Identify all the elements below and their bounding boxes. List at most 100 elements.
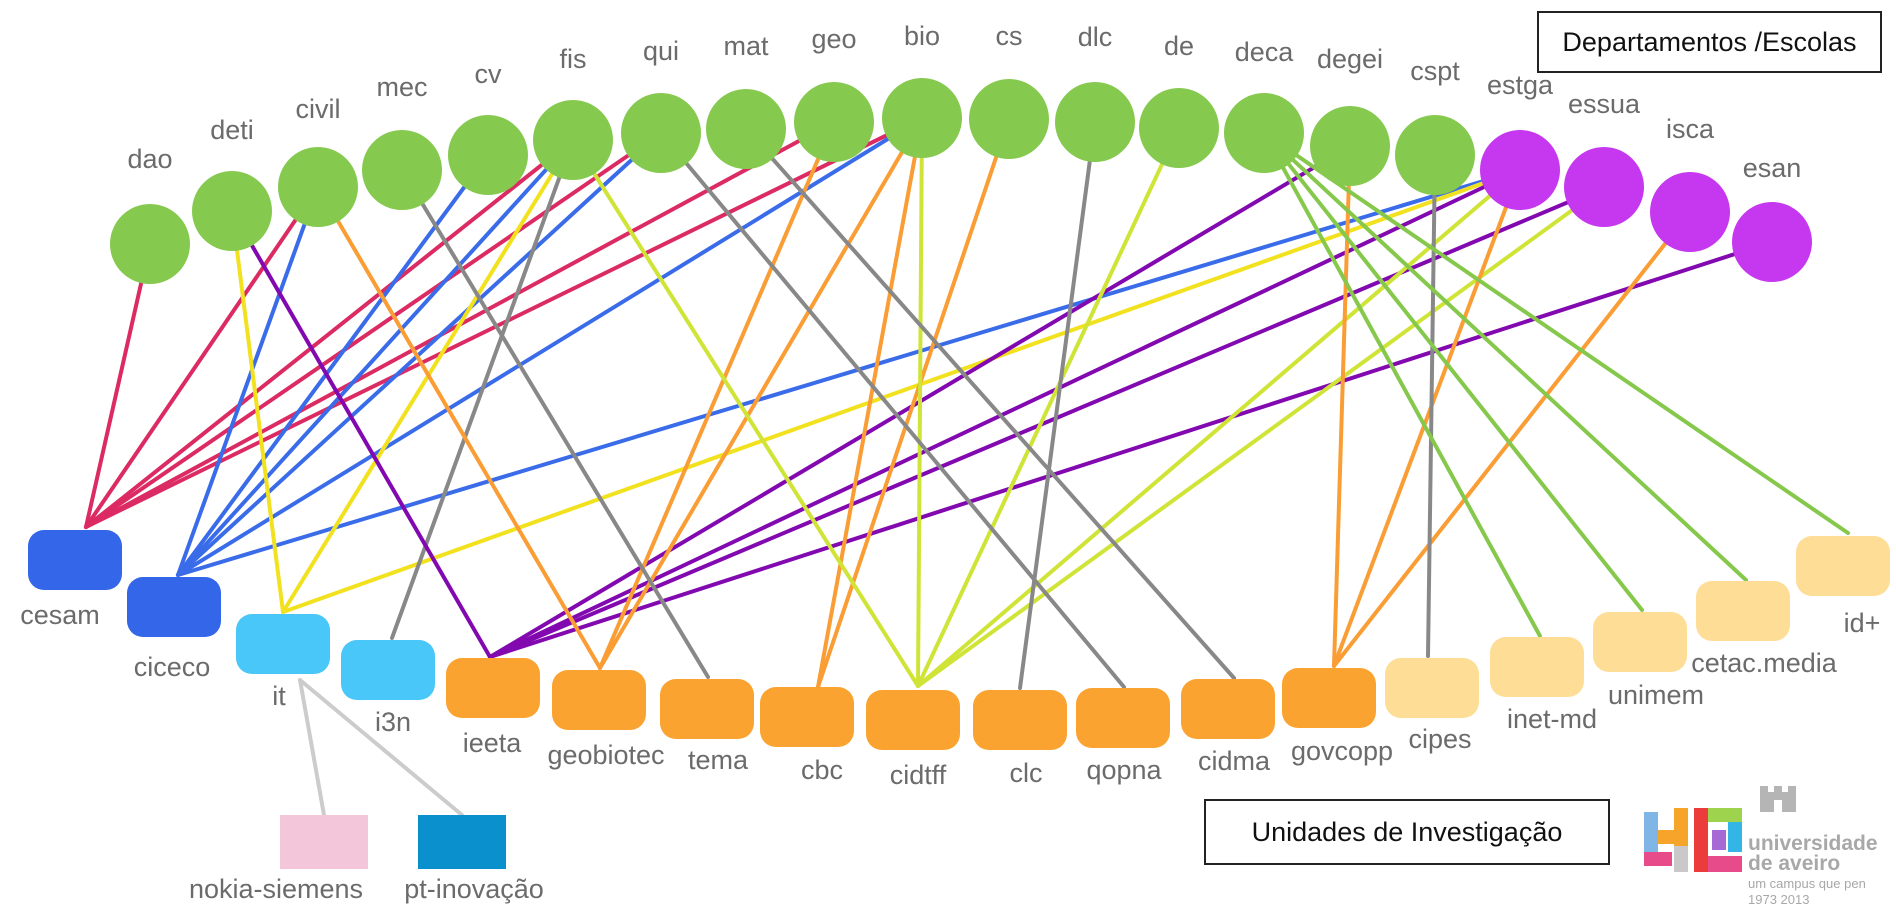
node-qui	[621, 93, 701, 173]
edge-civil-geobiotec	[316, 185, 602, 670]
node-dlc	[1055, 82, 1135, 162]
label-cspt: cspt	[1410, 56, 1460, 86]
node-cetac.media	[1696, 581, 1790, 641]
label-dlc: dlc	[1078, 22, 1113, 52]
logo-name-line2: de aveiro	[1748, 852, 1840, 875]
label-esan: esan	[1743, 153, 1802, 183]
node-civil	[278, 147, 358, 227]
edge-estga-it	[281, 168, 1522, 614]
edge-bio-cbc	[816, 116, 924, 689]
node-id+	[1796, 536, 1890, 596]
label-cipes: cipes	[1408, 724, 1471, 754]
node-ciceco	[127, 577, 221, 637]
edge-civil-cesam	[84, 185, 320, 529]
node-it	[236, 614, 330, 674]
labels-layer: dao deti civil mec cv fis qui mat geo bio cs dlc de d…	[20, 21, 1880, 904]
label-mat: mat	[723, 31, 769, 61]
label-pt-inovacao: pt-inovação	[404, 874, 544, 904]
label-civil: civil	[296, 94, 341, 124]
node-deca	[1224, 93, 1304, 173]
edge-deti-it	[230, 209, 285, 614]
node-deti	[192, 171, 272, 251]
edge-fis-ciceco	[176, 138, 575, 577]
label-mec: mec	[376, 72, 427, 102]
label-cv: cv	[475, 59, 503, 89]
edge-deca-id+	[1262, 131, 1850, 535]
label-cidma: cidma	[1198, 746, 1271, 776]
edge-qui-cesam	[84, 131, 663, 529]
label-id+: id+	[1844, 608, 1881, 638]
node-i3n	[341, 640, 435, 700]
edge-deca-unimem	[1262, 131, 1644, 612]
label-isca: isca	[1666, 114, 1715, 144]
edges-layer	[84, 116, 1850, 817]
logo-tagline: um campus que pen	[1748, 876, 1866, 891]
edge-geo-geobiotec	[598, 120, 836, 670]
node-govcopp	[1282, 668, 1376, 728]
node-cbc	[760, 687, 854, 747]
edge-bio-geobiotec	[598, 116, 924, 670]
node-mec	[362, 130, 442, 210]
node-esan	[1732, 202, 1812, 282]
edge-estga-govcopp	[1332, 168, 1522, 668]
edge-mat-cidma	[744, 127, 1236, 680]
node-cspt	[1395, 115, 1475, 195]
node-de	[1139, 88, 1219, 168]
node-fis	[533, 100, 613, 180]
node-geo	[794, 82, 874, 162]
edge-deca-inet-md	[1262, 131, 1542, 638]
label-cidtff: cidtff	[890, 760, 947, 790]
node-bio	[882, 78, 962, 158]
edge-degei-govcopp	[1332, 144, 1352, 668]
logo-mark-icon	[1644, 786, 1796, 872]
edge-deti-ieeta	[230, 209, 492, 659]
node-tema	[660, 679, 754, 739]
node-qopna	[1076, 688, 1170, 748]
node-inet-md	[1490, 637, 1584, 697]
edge-bio-cesam	[84, 116, 924, 529]
node-isca	[1650, 172, 1730, 252]
label-bio: bio	[904, 21, 940, 51]
legend-units-box: Unidades de Investigação	[1204, 799, 1610, 865]
label-fis: fis	[560, 44, 587, 74]
node-nokia-siemens	[280, 815, 368, 869]
edge-fis-i3n	[390, 138, 575, 640]
edge-bio-ciceco	[176, 116, 924, 577]
edge-civil-ciceco	[176, 185, 320, 577]
edge-dlc-clc	[1018, 120, 1097, 690]
label-unimem: unimem	[1608, 680, 1704, 710]
node-estga	[1480, 130, 1560, 210]
label-i3n: i3n	[375, 707, 411, 737]
edge-qui-qopna	[659, 131, 1126, 689]
label-degei: degei	[1317, 44, 1383, 74]
node-mat	[706, 89, 786, 169]
edge-it-pt-inovacao	[298, 678, 464, 817]
label-clc: clc	[1010, 758, 1043, 788]
legend-departments-box: Departamentos /Escolas	[1537, 11, 1882, 73]
label-cesam: cesam	[20, 600, 100, 630]
edge-dao-cesam	[84, 242, 152, 529]
label-geo: geo	[811, 24, 856, 54]
node-dao	[110, 204, 190, 284]
node-cv	[448, 115, 528, 195]
edge-isca-govcopp	[1332, 210, 1692, 668]
node-cipes	[1385, 658, 1479, 718]
node-cs	[969, 79, 1049, 159]
edge-fis-cidtff	[571, 138, 920, 688]
label-de: de	[1164, 31, 1194, 61]
node-cidma	[1181, 679, 1275, 739]
label-deti: deti	[210, 115, 254, 145]
node-essua	[1564, 147, 1644, 227]
label-it: it	[272, 681, 286, 711]
node-unimem	[1593, 612, 1687, 672]
edge-cspt-cipes	[1426, 153, 1437, 658]
edge-essua-ieeta	[488, 185, 1606, 659]
edge-fis-cesam	[84, 138, 575, 529]
label-geobiotec: geobiotec	[547, 740, 664, 770]
node-cesam	[28, 530, 122, 590]
label-deca: deca	[1235, 37, 1295, 67]
edge-qui-ciceco	[176, 131, 663, 577]
label-estga: estga	[1487, 70, 1554, 100]
edge-estga-cidtff	[916, 168, 1522, 688]
